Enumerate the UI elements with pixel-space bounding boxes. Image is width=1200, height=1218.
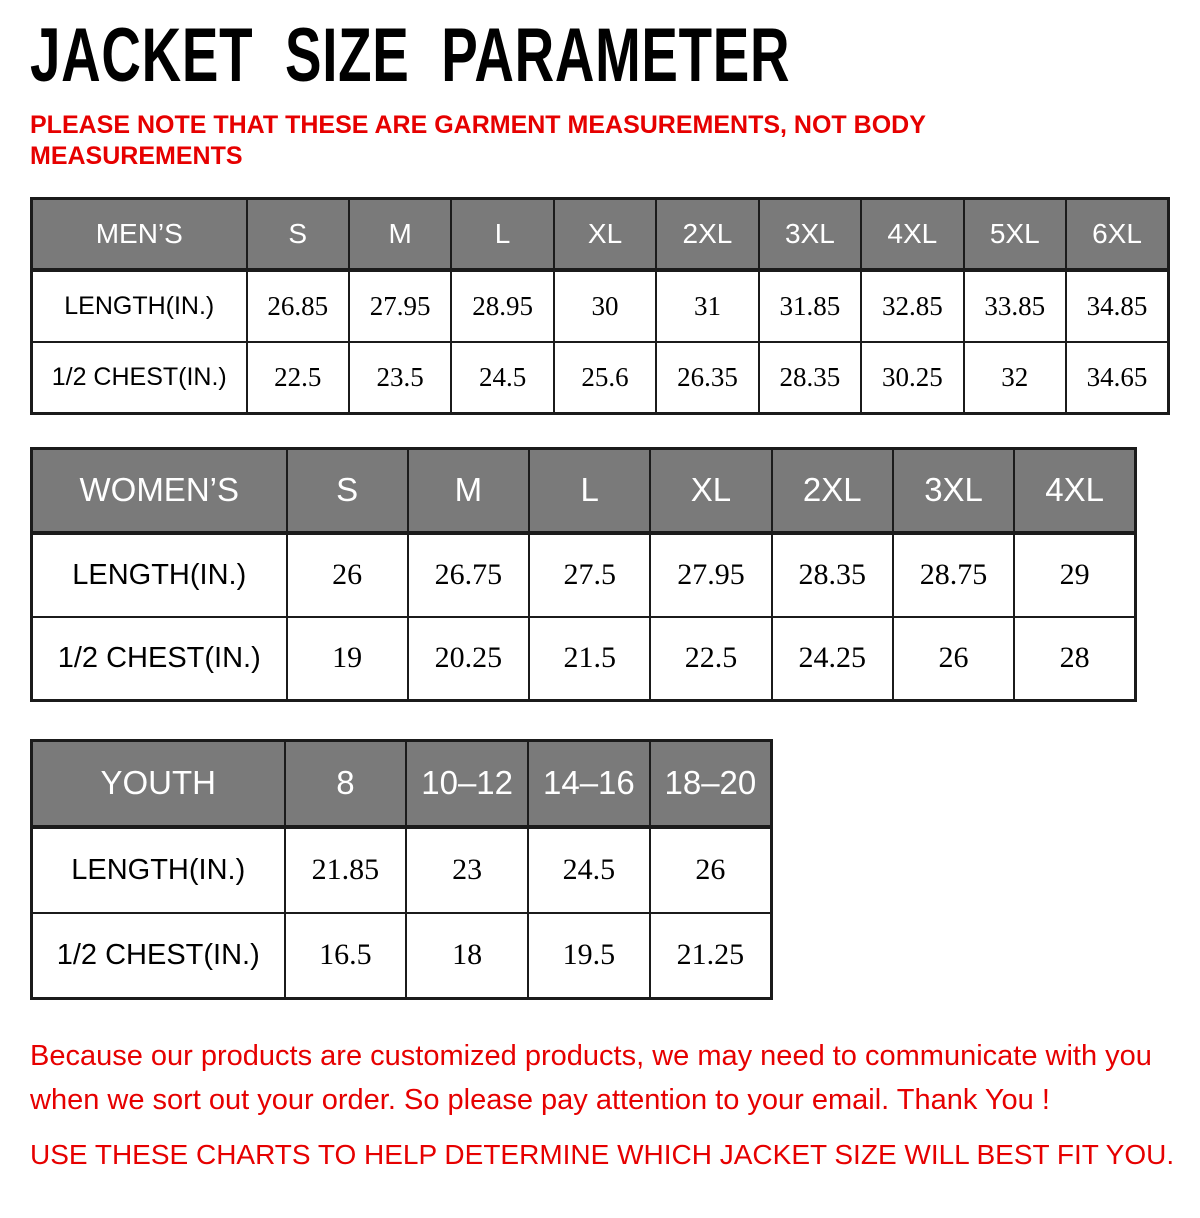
footer-usage-note: USE THESE CHARTS TO HELP DETERMINE WHICH… <box>30 1139 1175 1170</box>
mens-size-table: MEN’S S M L XL 2XL 3XL 4XL 5XL 6XL LENGTH(IN.) 26.8… <box>30 197 1170 415</box>
youth-measurement-row-label: 1/2 CHEST(IN.) <box>30 911 286 1000</box>
mens-measurement-value: 28.35 <box>757 340 863 415</box>
mens-measurement-row: 1/2 CHEST(IN.) 22.5 23.5 24.5 25.6 26.35 28.35… <box>30 340 1170 415</box>
youth-measurement-value: 24.5 <box>527 825 651 914</box>
mens-size-column-header: L <box>450 197 555 272</box>
mens-size-column-header: 5XL <box>962 197 1068 272</box>
youth-measurement-value: 23 <box>405 825 529 914</box>
mens-measurement-value: 27.95 <box>347 268 453 343</box>
mens-measurement-value: 26.35 <box>655 340 760 415</box>
mens-measurement-value: 34.85 <box>1065 268 1170 343</box>
youth-size-column-header: 14–16 <box>527 739 651 829</box>
youth-measurement-value: 26 <box>648 825 773 914</box>
mens-measurement-value: 24.5 <box>450 340 555 415</box>
mens-measurement-value: 32.85 <box>860 268 965 343</box>
womens-size-column-header: S <box>285 447 409 535</box>
womens-measurement-row: 1/2 CHEST(IN.) 19 20.25 21.5 22.5 24.25 26 28 <box>30 615 1137 702</box>
mens-measurement-value: 23.5 <box>347 340 453 415</box>
womens-measurement-row-label: LENGTH(IN.) <box>30 531 288 618</box>
mens-size-column-header: XL <box>552 197 658 272</box>
mens-size-column-header: 4XL <box>860 197 965 272</box>
womens-measurement-value: 28.35 <box>770 531 894 618</box>
youth-measurement-value: 21.85 <box>283 825 408 914</box>
size-tables-container: MEN’S S M L XL 2XL 3XL 4XL 5XL 6XL LENGTH(IN.) 26.8… <box>30 197 1170 1000</box>
womens-measurement-value: 26 <box>285 531 409 618</box>
youth-measurement-value: 21.25 <box>648 911 773 1000</box>
womens-header-row: WOMEN’S S M L XL 2XL 3XL 4XL <box>30 447 1137 535</box>
mens-measurement-value: 34.65 <box>1065 340 1170 415</box>
womens-measurement-value: 24.25 <box>770 615 894 702</box>
womens-table-title: WOMEN’S <box>30 447 288 535</box>
mens-measurement-row-label: 1/2 CHEST(IN.) <box>30 340 248 415</box>
mens-size-column-header: M <box>347 197 453 272</box>
youth-size-column-header: 8 <box>283 739 408 829</box>
youth-size-table: YOUTH 8 10–12 14–16 18–20 LENGTH(IN.) 21.85 23 2… <box>30 739 773 1000</box>
youth-size-column-header: 18–20 <box>648 739 773 829</box>
mens-measurement-value: 22.5 <box>245 340 350 415</box>
mens-size-column-header: 2XL <box>655 197 760 272</box>
mens-size-column-header: 6XL <box>1065 197 1170 272</box>
youth-measurement-row-label: LENGTH(IN.) <box>30 825 286 914</box>
mens-measurement-value: 33.85 <box>962 268 1068 343</box>
mens-size-column-header: S <box>245 197 350 272</box>
mens-measurement-value: 31.85 <box>757 268 863 343</box>
womens-measurement-row-label: 1/2 CHEST(IN.) <box>30 615 288 702</box>
mens-table-title: MEN’S <box>30 197 248 272</box>
womens-size-column-header: L <box>528 447 652 535</box>
womens-measurement-value: 29 <box>1013 531 1137 618</box>
mens-measurement-row-label: LENGTH(IN.) <box>30 268 248 343</box>
womens-measurement-value: 26.75 <box>406 531 531 618</box>
womens-measurement-value: 28.75 <box>891 531 1016 618</box>
footer-communication-note: Because our products are customized prod… <box>30 1040 1152 1116</box>
youth-measurement-row: 1/2 CHEST(IN.) 16.5 18 19.5 21.25 <box>30 911 773 1000</box>
womens-measurement-value: 28 <box>1013 615 1137 702</box>
mens-measurement-value: 32 <box>962 340 1068 415</box>
mens-measurement-value: 30.25 <box>860 340 965 415</box>
mens-measurement-value: 28.95 <box>450 268 555 343</box>
garment-measurement-note: PLEASE NOTE THAT THESE ARE GARMENT MEASU… <box>30 111 926 170</box>
youth-measurement-value: 18 <box>405 911 529 1000</box>
youth-measurement-value: 19.5 <box>527 911 651 1000</box>
page-title: JACKET SIZE PARAMETER <box>30 13 791 98</box>
youth-size-column-header: 10–12 <box>405 739 529 829</box>
womens-measurement-value: 27.5 <box>528 531 652 618</box>
womens-measurement-row: LENGTH(IN.) 26 26.75 27.5 27.95 28.35 28.75 29 <box>30 531 1137 618</box>
womens-measurement-value: 19 <box>285 615 409 702</box>
womens-measurement-value: 22.5 <box>649 615 773 702</box>
womens-size-column-header: M <box>406 447 531 535</box>
youth-header-row: YOUTH 8 10–12 14–16 18–20 <box>30 739 773 829</box>
mens-size-column-header: 3XL <box>757 197 863 272</box>
mens-measurement-row: LENGTH(IN.) 26.85 27.95 28.95 30 31 31.85 32.85… <box>30 268 1170 343</box>
womens-size-column-header: 4XL <box>1013 447 1137 535</box>
womens-size-column-header: 3XL <box>891 447 1016 535</box>
womens-measurement-value: 21.5 <box>528 615 652 702</box>
youth-measurement-row: LENGTH(IN.) 21.85 23 24.5 26 <box>30 825 773 914</box>
mens-measurement-value: 26.85 <box>245 268 350 343</box>
mens-header-row: MEN’S S M L XL 2XL 3XL 4XL 5XL 6XL <box>30 197 1170 272</box>
mens-measurement-value: 30 <box>552 268 658 343</box>
womens-size-table: WOMEN’S S M L XL 2XL 3XL 4XL LENGTH(IN.) 26 26.75 2… <box>30 447 1137 702</box>
mens-measurement-value: 31 <box>655 268 760 343</box>
youth-table-title: YOUTH <box>30 739 286 829</box>
womens-measurement-value: 27.95 <box>649 531 773 618</box>
womens-size-column-header: 2XL <box>770 447 894 535</box>
womens-size-column-header: XL <box>649 447 773 535</box>
mens-measurement-value: 25.6 <box>552 340 658 415</box>
size-parameter-page: JACKET SIZE PARAMETER PLEASE NOTE THAT T… <box>0 18 1200 1172</box>
womens-measurement-value: 20.25 <box>406 615 531 702</box>
womens-measurement-value: 26 <box>891 615 1016 702</box>
youth-measurement-value: 16.5 <box>283 911 408 1000</box>
